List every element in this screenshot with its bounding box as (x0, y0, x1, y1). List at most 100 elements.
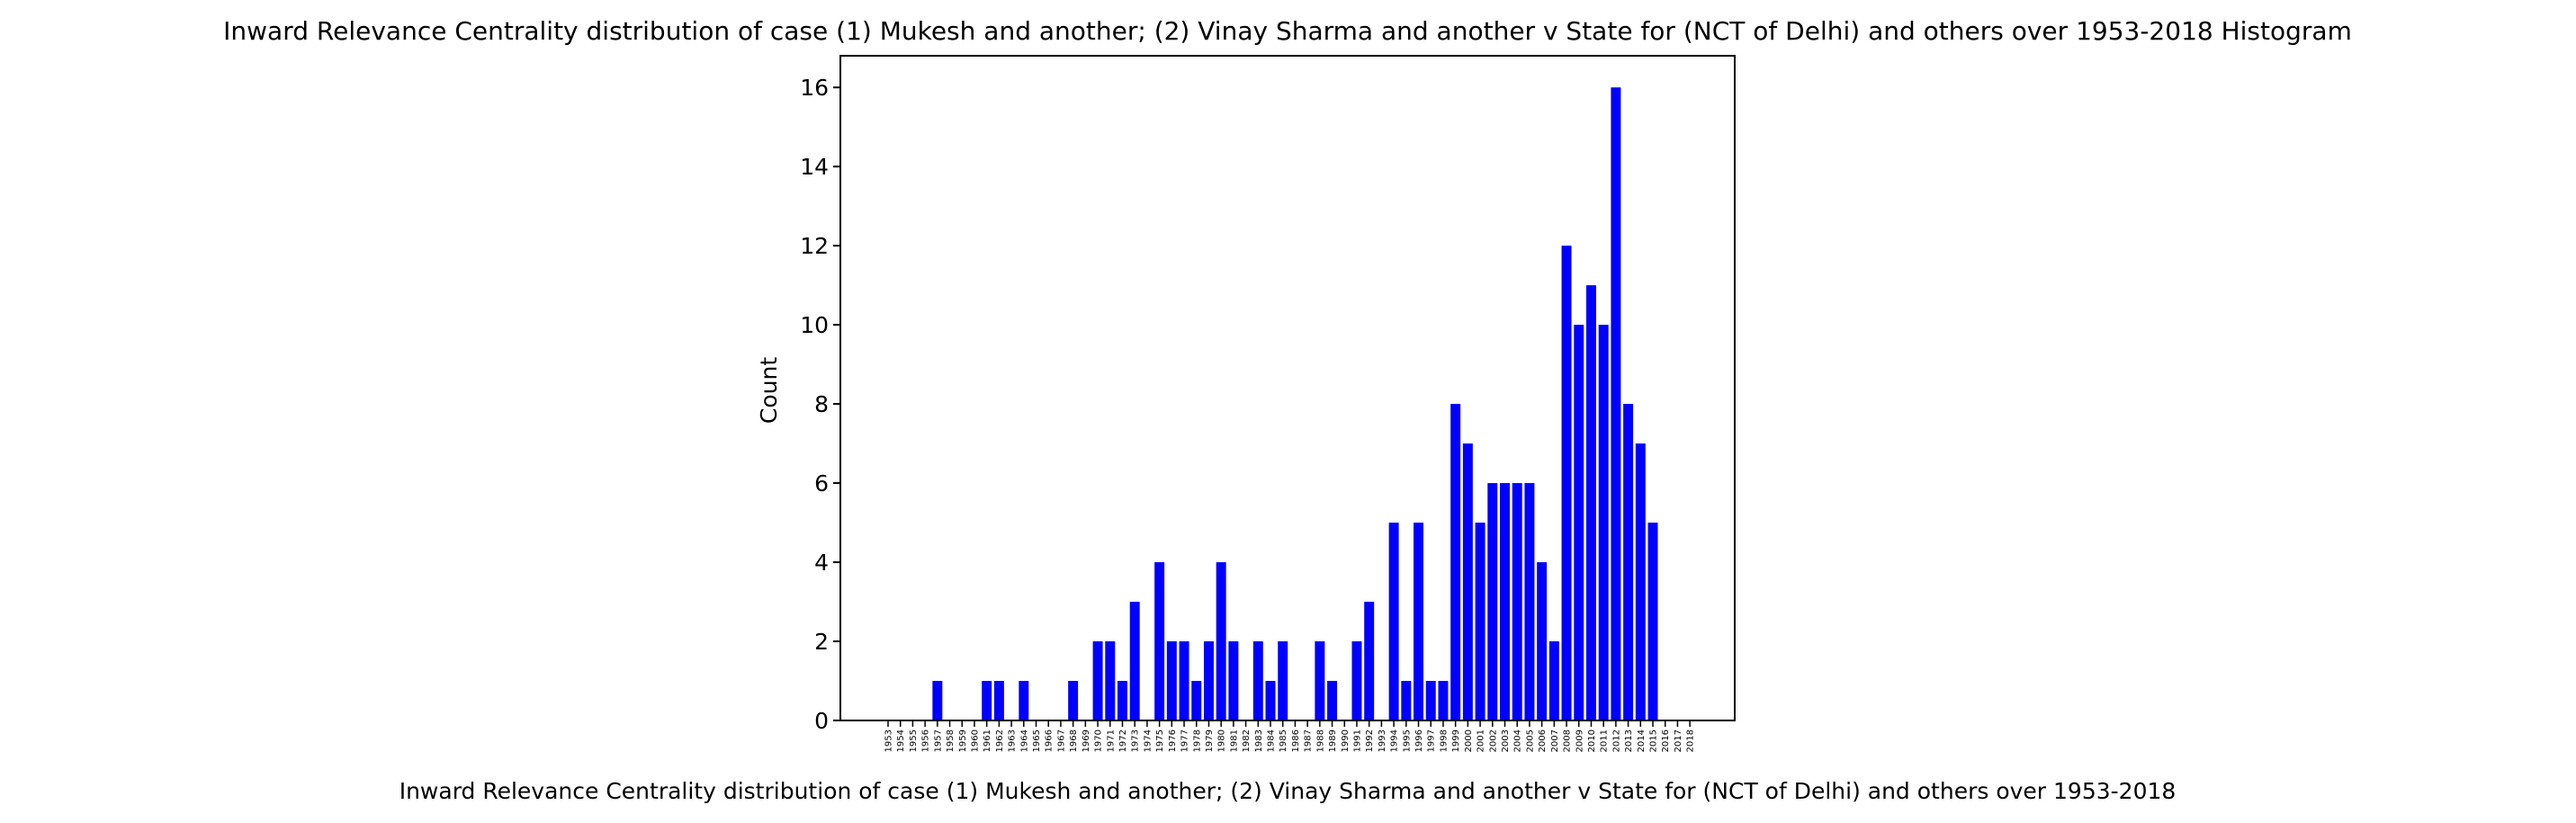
x-tick-label-1986: 1986 (1291, 729, 1301, 752)
x-tick-label-2001: 2001 (1476, 729, 1486, 752)
x-tick-label-1990: 1990 (1341, 729, 1351, 752)
x-tick-label-1973: 1973 (1131, 729, 1141, 752)
x-tick-label-2002: 2002 (1488, 729, 1498, 752)
x-tick-label-1985: 1985 (1279, 729, 1288, 752)
y-tick-label: 14 (800, 154, 829, 180)
x-tick-label-1984: 1984 (1267, 729, 1277, 752)
x-tick-label-2016: 2016 (1661, 729, 1671, 752)
bar-1964 (1019, 681, 1029, 720)
bar-2012 (1611, 87, 1621, 720)
bar-1980 (1216, 562, 1226, 720)
x-tick-label-1969: 1969 (1082, 729, 1091, 752)
x-tick-label-1958: 1958 (946, 729, 956, 752)
x-tick-label-1964: 1964 (1019, 729, 1029, 752)
plot-frame (839, 55, 1736, 721)
x-tick-label-1975: 1975 (1155, 729, 1165, 752)
bar-2001 (1475, 523, 1485, 720)
bar-1994 (1388, 523, 1399, 720)
y-tick-label: 0 (814, 708, 829, 734)
x-tick-label-1968: 1968 (1069, 729, 1079, 752)
x-tick-label-1962: 1962 (995, 729, 1005, 752)
bar-1983 (1252, 641, 1263, 720)
x-tick-label-2006: 2006 (1538, 729, 1548, 752)
x-tick-label-2012: 2012 (1611, 729, 1621, 752)
bar-2000 (1462, 443, 1473, 720)
x-tick-label-1996: 1996 (1414, 729, 1424, 752)
x-tick-label-1970: 1970 (1094, 729, 1104, 752)
bar-1971 (1105, 641, 1116, 720)
bar-1991 (1351, 641, 1362, 720)
bar-1973 (1129, 602, 1140, 720)
y-tick-label: 6 (814, 470, 829, 496)
x-tick-label-1955: 1955 (909, 729, 919, 752)
x-tick-label-1981: 1981 (1229, 729, 1239, 752)
x-tick-label-2013: 2013 (1624, 729, 1634, 752)
x-tick-label-1980: 1980 (1217, 729, 1227, 752)
x-tick-label-2018: 2018 (1686, 729, 1696, 752)
bar-2006 (1537, 562, 1548, 720)
bar-2015 (1647, 523, 1658, 720)
x-tick-label-1991: 1991 (1352, 729, 1362, 752)
bar-1979 (1203, 641, 1214, 720)
x-axis-label: Inward Relevance Centrality distribution… (399, 778, 2177, 804)
bar-1999 (1450, 404, 1461, 720)
bar-1992 (1364, 602, 1375, 720)
x-tick-label-1966: 1966 (1045, 729, 1055, 752)
bar-1962 (993, 681, 1004, 720)
x-tick-label-1976: 1976 (1168, 729, 1178, 752)
x-tick-label-1954: 1954 (896, 729, 906, 752)
x-tick-label-1961: 1961 (983, 729, 992, 752)
bar-1968 (1068, 681, 1079, 720)
x-tick-label-1993: 1993 (1378, 729, 1387, 752)
x-tick-label-1974: 1974 (1143, 729, 1153, 752)
x-ticks-group: 1953 1954 1955 1956 1957 1958 1959 1960 1961 1962… (884, 720, 1696, 752)
x-tick-label-1979: 1979 (1205, 729, 1215, 752)
bar-1989 (1327, 681, 1338, 720)
bar-1957 (932, 681, 943, 720)
bar-1978 (1191, 681, 1202, 720)
x-tick-label-1957: 1957 (933, 729, 943, 752)
x-tick-label-1956: 1956 (921, 729, 931, 752)
y-axis-label: Count (756, 357, 782, 424)
bar-1977 (1179, 641, 1189, 720)
x-tick-label-1963: 1963 (1008, 729, 1018, 752)
x-tick-label-2007: 2007 (1550, 729, 1560, 752)
chart-title: Inward Relevance Centrality distribution… (223, 16, 2352, 46)
bar-1995 (1401, 681, 1412, 720)
y-tick-label: 4 (814, 550, 829, 576)
x-tick-label-1977: 1977 (1180, 729, 1190, 752)
y-tick-label: 10 (800, 312, 829, 338)
bar-2010 (1585, 285, 1596, 720)
bars-group (932, 87, 1658, 720)
x-tick-label-2008: 2008 (1563, 729, 1573, 752)
x-tick-label-1987: 1987 (1304, 729, 1314, 752)
x-tick-label-1995: 1995 (1402, 729, 1412, 752)
y-tick-label: 2 (814, 629, 829, 655)
bar-2004 (1512, 483, 1522, 720)
bar-2003 (1500, 483, 1510, 720)
x-tick-label-1967: 1967 (1056, 729, 1066, 752)
x-tick-label-1988: 1988 (1315, 729, 1325, 752)
bar-2007 (1548, 641, 1559, 720)
x-tick-label-2004: 2004 (1513, 729, 1523, 752)
bar-2013 (1623, 404, 1634, 720)
x-tick-label-2000: 2000 (1464, 729, 1474, 752)
bar-2008 (1561, 246, 1572, 720)
x-tick-label-1989: 1989 (1328, 729, 1338, 752)
bar-1998 (1438, 681, 1449, 720)
x-tick-label-1965: 1965 (1032, 729, 1042, 752)
x-tick-label-1972: 1972 (1118, 729, 1128, 752)
x-tick-label-2014: 2014 (1637, 729, 1647, 752)
bar-1988 (1315, 641, 1325, 720)
x-tick-label-1978: 1978 (1192, 729, 1202, 752)
x-tick-label-1960: 1960 (970, 729, 980, 752)
bar-1996 (1414, 523, 1424, 720)
bar-2011 (1598, 325, 1609, 720)
bar-1981 (1228, 641, 1239, 720)
x-tick-label-2009: 2009 (1575, 729, 1584, 752)
x-tick-label-1959: 1959 (958, 729, 968, 752)
bar-1970 (1092, 641, 1103, 720)
y-ticks-group: 0 2 4 6 8 10 12 14 16 (800, 75, 840, 734)
